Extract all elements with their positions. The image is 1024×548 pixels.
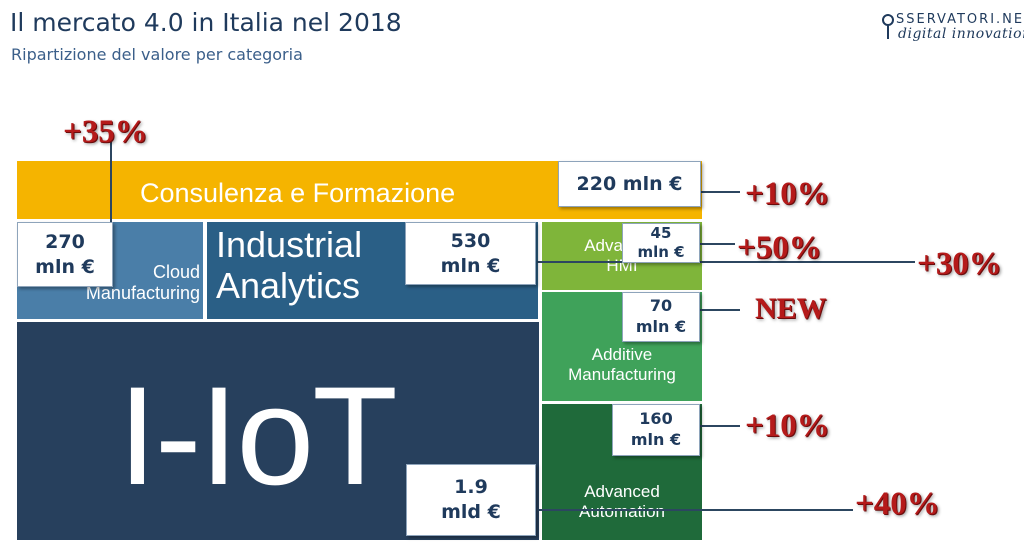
logo-line-2: digital innovation — [898, 26, 1024, 42]
label-automation: Advanced Automation — [579, 482, 665, 521]
label-additive: Additive Manufacturing — [568, 345, 676, 384]
value-box-consulenza: 220 mln € — [558, 161, 701, 207]
value-box-cloud: 270 mln € — [17, 222, 113, 287]
growth-hmi: +50% — [737, 230, 822, 266]
growth-iiot: +40% — [855, 486, 940, 522]
value-box-automation: 160 mln € — [612, 404, 700, 456]
label-cloud: Cloud Manufacturing — [85, 262, 200, 303]
value-box-hmi: 45 mln € — [622, 223, 700, 263]
growth-additive: NEW — [755, 292, 827, 325]
page-title: Il mercato 4.0 in Italia nel 2018 — [10, 8, 402, 37]
value-box-industrial-analytics: 530 mln € — [405, 222, 536, 285]
value-box-additive: 70 mln € — [622, 292, 700, 342]
magnifier-handle — [887, 25, 889, 39]
growth-industrial-analytics: +30% — [917, 246, 1002, 282]
growth-automation: +10% — [745, 408, 830, 444]
growth-cloud: +35% — [63, 114, 148, 150]
growth-consulenza: +10% — [745, 176, 830, 212]
page-subtitle: Ripartizione del valore per categoria — [11, 45, 303, 64]
label-iiot: I-IoT — [118, 357, 398, 514]
osservatori-logo: SSERVATORI.NET digital innovation — [880, 12, 1024, 52]
value-box-iiot: 1.9 mld € — [406, 464, 536, 536]
logo-line-1: SSERVATORI.NET — [896, 12, 1024, 27]
label-consulenza: Consulenza e Formazione — [140, 178, 456, 208]
label-industrial-analytics: Industrial Analytics — [216, 224, 363, 307]
